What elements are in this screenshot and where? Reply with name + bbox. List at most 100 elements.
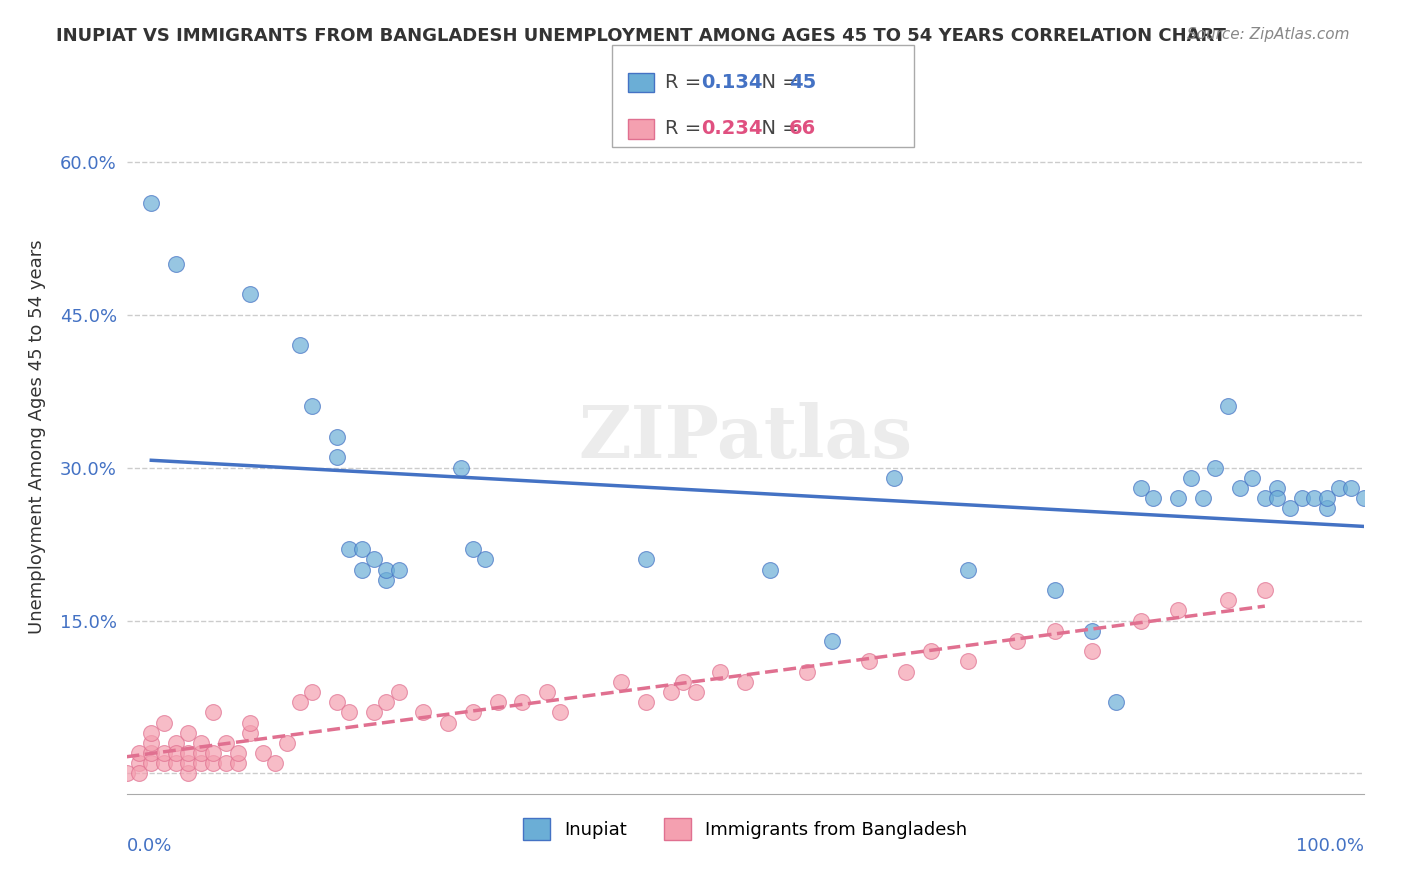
Point bbox=[672, 674, 695, 689]
Point bbox=[214, 736, 236, 750]
Point bbox=[239, 287, 262, 301]
Point bbox=[128, 746, 150, 760]
Point bbox=[128, 756, 150, 771]
Point bbox=[512, 695, 534, 709]
Point bbox=[337, 542, 360, 557]
Point bbox=[450, 460, 472, 475]
Point bbox=[165, 257, 187, 271]
Text: N =: N = bbox=[749, 120, 806, 138]
Point bbox=[759, 563, 782, 577]
Point bbox=[202, 746, 225, 760]
Point bbox=[1105, 695, 1128, 709]
Point bbox=[1007, 634, 1029, 648]
Point bbox=[141, 736, 163, 750]
Y-axis label: Unemployment Among Ages 45 to 54 years: Unemployment Among Ages 45 to 54 years bbox=[28, 240, 46, 634]
Text: Source: ZipAtlas.com: Source: ZipAtlas.com bbox=[1187, 27, 1350, 42]
Point bbox=[461, 542, 484, 557]
Point bbox=[202, 756, 225, 771]
Point bbox=[1043, 624, 1066, 638]
Point bbox=[141, 746, 163, 760]
Point bbox=[486, 695, 509, 709]
Point bbox=[141, 195, 163, 210]
Point bbox=[177, 746, 200, 760]
Point bbox=[610, 674, 633, 689]
Point bbox=[115, 766, 138, 780]
Point bbox=[288, 338, 311, 352]
Point bbox=[1043, 582, 1066, 597]
Text: 0.134: 0.134 bbox=[702, 73, 763, 92]
Point bbox=[1180, 471, 1202, 485]
Point bbox=[1241, 471, 1264, 485]
Point bbox=[141, 725, 163, 739]
Point bbox=[363, 552, 385, 566]
Point bbox=[636, 695, 658, 709]
Point bbox=[821, 634, 844, 648]
Point bbox=[734, 674, 756, 689]
Text: 66: 66 bbox=[789, 120, 815, 138]
Point bbox=[412, 706, 434, 720]
Point bbox=[474, 552, 496, 566]
Point bbox=[326, 430, 349, 444]
Point bbox=[1316, 491, 1339, 506]
Point bbox=[1167, 603, 1189, 617]
Text: 45: 45 bbox=[789, 73, 815, 92]
Point bbox=[363, 706, 385, 720]
Text: 0.234: 0.234 bbox=[702, 120, 763, 138]
Point bbox=[301, 400, 323, 414]
Point bbox=[1265, 491, 1288, 506]
Point bbox=[375, 573, 398, 587]
Point bbox=[388, 685, 411, 699]
Text: INUPIAT VS IMMIGRANTS FROM BANGLADESH UNEMPLOYMENT AMONG AGES 45 TO 54 YEARS COR: INUPIAT VS IMMIGRANTS FROM BANGLADESH UN… bbox=[56, 27, 1226, 45]
Point bbox=[920, 644, 942, 658]
Point bbox=[326, 450, 349, 465]
Point bbox=[350, 563, 373, 577]
Point bbox=[1229, 481, 1251, 495]
Point bbox=[1080, 624, 1102, 638]
Text: R =: R = bbox=[665, 120, 707, 138]
Point bbox=[350, 542, 373, 557]
Point bbox=[548, 706, 571, 720]
Point bbox=[177, 725, 200, 739]
Point bbox=[239, 715, 262, 730]
Point bbox=[1327, 481, 1350, 495]
Point bbox=[226, 756, 249, 771]
Point bbox=[858, 654, 880, 668]
Text: 100.0%: 100.0% bbox=[1296, 837, 1364, 855]
Point bbox=[177, 766, 200, 780]
Point bbox=[1278, 501, 1301, 516]
Legend: Inupiat, Immigrants from Bangladesh: Inupiat, Immigrants from Bangladesh bbox=[515, 809, 976, 849]
Point bbox=[1216, 400, 1239, 414]
Text: ZIPatlas: ZIPatlas bbox=[578, 401, 912, 473]
Point bbox=[1316, 501, 1339, 516]
Point bbox=[1303, 491, 1326, 506]
Point bbox=[1204, 460, 1226, 475]
Point bbox=[1291, 491, 1313, 506]
Point bbox=[388, 563, 411, 577]
Point bbox=[1167, 491, 1189, 506]
Point bbox=[1340, 481, 1362, 495]
Point bbox=[276, 736, 298, 750]
Point bbox=[264, 756, 287, 771]
Point bbox=[461, 706, 484, 720]
Point bbox=[152, 746, 174, 760]
Point bbox=[1130, 481, 1153, 495]
Point bbox=[1265, 481, 1288, 495]
Point bbox=[956, 654, 979, 668]
Point bbox=[226, 746, 249, 760]
Point bbox=[375, 563, 398, 577]
Point bbox=[239, 725, 262, 739]
Point bbox=[883, 471, 905, 485]
Point bbox=[1080, 644, 1102, 658]
Point bbox=[252, 746, 274, 760]
Point bbox=[437, 715, 460, 730]
Point bbox=[1130, 614, 1153, 628]
Point bbox=[1254, 491, 1277, 506]
Point bbox=[636, 552, 658, 566]
Point bbox=[165, 756, 187, 771]
Text: 0.0%: 0.0% bbox=[127, 837, 172, 855]
Point bbox=[190, 746, 212, 760]
Point bbox=[1353, 491, 1375, 506]
Point bbox=[190, 736, 212, 750]
Point bbox=[214, 756, 236, 771]
Point bbox=[326, 695, 349, 709]
